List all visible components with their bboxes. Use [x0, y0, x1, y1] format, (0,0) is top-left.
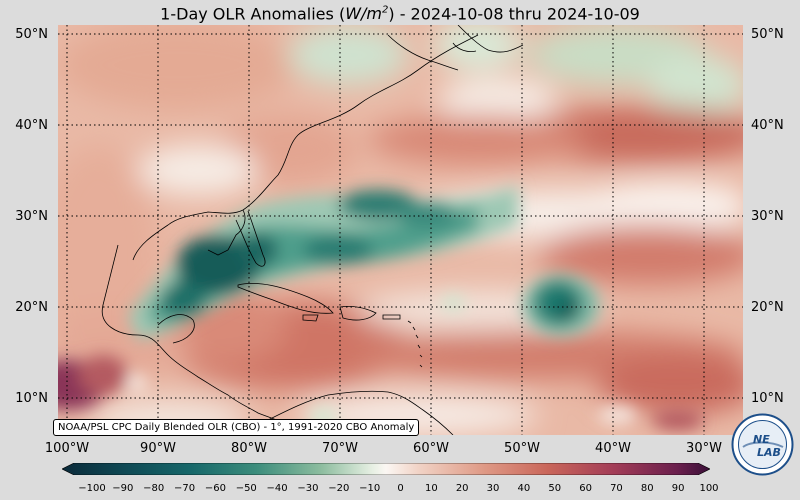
lat-label-40n: 40°N: [15, 118, 48, 133]
colorbar-gradient: [62, 463, 710, 475]
lat-label-30n: 30°N: [15, 209, 48, 224]
olr-anomaly-map: [58, 25, 743, 435]
colorbar-tick-label: −80: [143, 483, 165, 494]
colorbar-tick-label: 80: [640, 483, 654, 494]
colorbar-tick-label: −30: [297, 483, 319, 494]
colorbar-tick-label: −10: [359, 483, 381, 494]
colorbar-tick-label: −40: [266, 483, 288, 494]
lat-label-40n-right: 40°N: [751, 118, 784, 133]
colorbar-tick-label: 50: [548, 483, 562, 494]
colorbar-tick-label: −50: [235, 483, 257, 494]
colorbar-tick-label: 10: [424, 483, 438, 494]
colorbar-tick-label: 100: [699, 483, 719, 494]
map-title: 1-Day OLR Anomalies (W/m2) - 2024-10-08 …: [0, 0, 800, 24]
coastlines: [101, 25, 524, 435]
title-unit-exponent: 2: [381, 5, 389, 16]
colorbar-tick-label: −100: [78, 483, 106, 494]
anomaly-field-detail: [58, 185, 703, 430]
colorbar-tick-label: −60: [204, 483, 226, 494]
lat-label-50n-right: 50°N: [751, 27, 784, 42]
colorbar-tick-label: 20: [455, 483, 469, 494]
lon-label-90w: 90°W: [140, 441, 176, 456]
colorbar-tick-label: 40: [517, 483, 531, 494]
lon-label-50w: 50°W: [504, 441, 540, 456]
colorbar-tick-label: −90: [112, 483, 134, 494]
noaa-nexlab-logo-icon: NE LAB: [731, 413, 794, 476]
logo-text-top: NE: [753, 433, 770, 446]
title-unit: W/m: [345, 4, 382, 24]
colorbar-tick-label: 0: [397, 483, 404, 494]
logo-text-bottom: LAB: [757, 446, 781, 459]
colorbar-tick-label: −20: [328, 483, 350, 494]
colorbar-tick-label: 60: [579, 483, 592, 494]
data-source-label: NOAA/PSL CPC Daily Blended OLR (CBO) - 1…: [53, 419, 420, 436]
colorbar-tick-label: 30: [486, 483, 500, 494]
lat-label-50n: 50°N: [15, 27, 48, 42]
colorbar-tick-label: −70: [173, 483, 196, 494]
lat-label-20n-right: 20°N: [751, 300, 784, 315]
colorbar: [62, 463, 710, 475]
lon-label-60w: 60°W: [413, 441, 449, 456]
title-suffix: ) - 2024-10-08 thru 2024-10-09: [388, 4, 640, 24]
lon-label-80w: 80°W: [231, 441, 267, 456]
lat-label-10n-right: 10°N: [751, 391, 784, 406]
lat-label-20n: 20°N: [15, 300, 48, 315]
lat-label-30n-right: 30°N: [751, 209, 784, 224]
lon-label-30w: 30°W: [686, 441, 722, 456]
lat-label-10n: 10°N: [15, 391, 48, 406]
title-prefix: 1-Day OLR Anomalies (: [160, 4, 346, 24]
lon-label-100w: 100°W: [44, 441, 90, 456]
lon-label-40w: 40°W: [595, 441, 631, 456]
lon-label-70w: 70°W: [322, 441, 358, 456]
colorbar-tick-label: 90: [671, 483, 685, 494]
map-canvas: [58, 25, 743, 435]
graticule: [58, 25, 743, 435]
colorbar-tick-label: 70: [610, 483, 623, 494]
